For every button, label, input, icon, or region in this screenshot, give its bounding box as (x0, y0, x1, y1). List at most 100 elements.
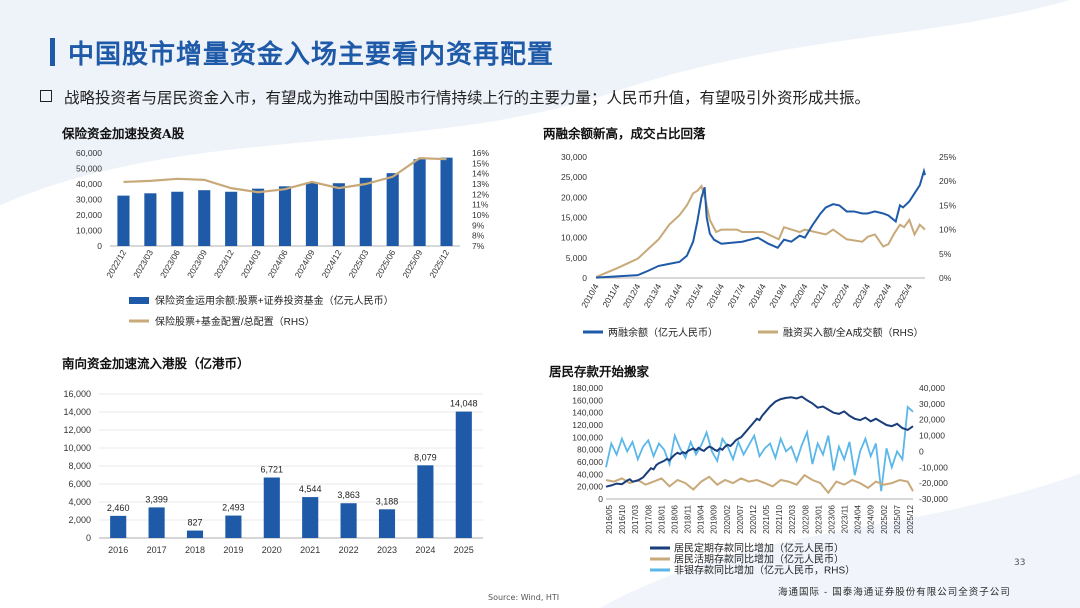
x-tick-label: 2012/4 (621, 282, 643, 310)
x-tick-label: 2018/06 (670, 504, 679, 533)
x-tick-label: 2016/10 (618, 504, 627, 533)
y-tick-label: 100,000 (572, 432, 603, 442)
y-tick-label: 50,000 (76, 164, 102, 174)
y-tick-label: 140,000 (572, 408, 603, 418)
x-tick-label: 2024/06 (266, 248, 290, 280)
y-tick-label: 16,000 (63, 389, 91, 399)
data-label: 14,048 (450, 399, 478, 409)
bar (302, 497, 319, 538)
y2-tick-label: 0 (919, 446, 924, 456)
y2-tick-label: 10,000 (919, 431, 945, 441)
x-tick-label: 2010/4 (579, 282, 601, 310)
x-tick-label: 2022/08 (801, 504, 810, 533)
bar (148, 507, 165, 538)
bar (378, 509, 396, 538)
series-line (605, 395, 914, 488)
bar (171, 191, 184, 246)
legend-label: 保险股票+基金配置/总配置（RHS） (155, 315, 315, 328)
y2-tick-label: 12% (472, 189, 489, 199)
x-tick-label: 2018/4 (746, 282, 768, 310)
bar (117, 195, 130, 246)
y-tick-label: 8,000 (68, 461, 91, 471)
x-tick-label: 2017/03 (631, 504, 640, 533)
y-tick-label: 80,000 (577, 445, 603, 455)
x-tick-label: 2021 (300, 545, 320, 555)
data-label: 8,079 (414, 452, 437, 462)
data-label: 2,460 (107, 503, 130, 513)
x-tick-label: 2024/4 (872, 282, 894, 310)
y-tick-label: 0 (86, 533, 91, 543)
bar (225, 515, 242, 538)
legend-label: 融资买入额/全A成交额（RHS） (783, 326, 924, 339)
x-tick-label: 2022/12 (104, 248, 128, 280)
x-tick-label: 2020/07 (736, 504, 745, 533)
y2-tick-label: 10% (472, 210, 489, 220)
bar (225, 191, 238, 246)
y2-tick-label: 20,000 (919, 415, 945, 425)
margin-chart-title: 两融余额新高，成交占比回落 (543, 126, 706, 141)
x-tick-label: 2025 (454, 545, 474, 555)
x-tick-label: 2025/02 (880, 504, 889, 533)
y-tick-label: 180,000 (572, 383, 603, 393)
x-tick-label: 2024/04 (854, 504, 863, 533)
x-tick-label: 2016/4 (704, 282, 726, 310)
x-tick-label: 2020 (262, 545, 282, 555)
y2-tick-label: 0% (939, 273, 952, 283)
x-tick-label: 2023/12 (212, 248, 236, 280)
data-label: 4,544 (299, 484, 322, 494)
x-tick-label: 2014/4 (663, 282, 685, 310)
page-number: 33 (1014, 558, 1026, 568)
x-tick-label: 2021/4 (809, 282, 831, 310)
southbound-chart: 0 2,000 4,000 6,000 8,000 10,000 12,000 14,000 1… (63, 389, 483, 555)
y2-tick-label: 14% (472, 169, 489, 179)
legend-swatch-bar (129, 297, 149, 304)
x-tick-label: 2024/03 (239, 248, 263, 280)
y2-tick-label: -10,000 (919, 462, 948, 472)
y-tick-label: 160,000 (572, 395, 603, 405)
x-tick-label: 2023/11 (841, 504, 850, 533)
legend-label: 居民活期存款同比增加（亿元人民币） (674, 553, 844, 566)
x-tick-label: 2018/11 (684, 504, 693, 533)
x-tick-label: 2025/4 (892, 282, 914, 310)
y-tick-label: 20,000 (577, 482, 603, 492)
bar (252, 188, 265, 246)
y-tick-label: 10,000 (561, 233, 587, 243)
x-tick-label: 2025/12 (906, 504, 915, 533)
x-tick-label: 2020/12 (749, 504, 758, 533)
y-tick-label: 4,000 (68, 497, 91, 507)
deposits-chart: 0 20,000 40,000 60,000 80,000 100,000 120,000 1… (572, 383, 948, 577)
checkbox-bullet-icon (40, 90, 52, 102)
y-tick-label: 60,000 (76, 148, 102, 158)
deposits-chart-title: 居民存款开始搬家 (549, 364, 650, 379)
y2-tick-label: 25% (939, 152, 956, 162)
bar (440, 157, 453, 246)
y-tick-label: 12,000 (63, 425, 91, 435)
x-tick-label: 2023/09 (185, 248, 209, 280)
bar (332, 183, 345, 246)
y-tick-label: 25,000 (561, 172, 587, 182)
y2-tick-label: 40,000 (919, 383, 945, 393)
x-tick-label: 2023/01 (814, 504, 823, 533)
y2-tick-label: -30,000 (919, 494, 948, 504)
legend-label: 非银存款同比增加（亿元人民币，RHS） (674, 564, 855, 577)
x-tick-label: 2013/4 (642, 282, 664, 310)
x-tick-label: 2024/09 (867, 504, 876, 533)
x-tick-label: 2017 (147, 545, 167, 555)
insurance-chart-title: 保险资金加速投资A股 (62, 126, 185, 141)
y2-tick-label: 11% (472, 200, 489, 210)
y2-tick-label: 15% (472, 158, 489, 168)
y-tick-label: 10,000 (63, 443, 91, 453)
y-tick-label: 6,000 (68, 479, 91, 489)
x-tick-label: 2025/07 (893, 504, 902, 533)
data-label: 6,721 (261, 465, 284, 475)
bar (198, 190, 211, 246)
x-tick-label: 2025/12 (427, 248, 451, 280)
x-tick-label: 2025/03 (346, 248, 370, 280)
x-tick-label: 2016/05 (605, 504, 614, 533)
y-tick-label: 2,000 (68, 515, 91, 525)
x-tick-label: 2020/02 (723, 504, 732, 533)
bar (305, 182, 318, 246)
x-tick-label: 2022/4 (830, 282, 852, 310)
x-tick-label: 2023/06 (158, 248, 182, 280)
series-line (605, 405, 914, 492)
